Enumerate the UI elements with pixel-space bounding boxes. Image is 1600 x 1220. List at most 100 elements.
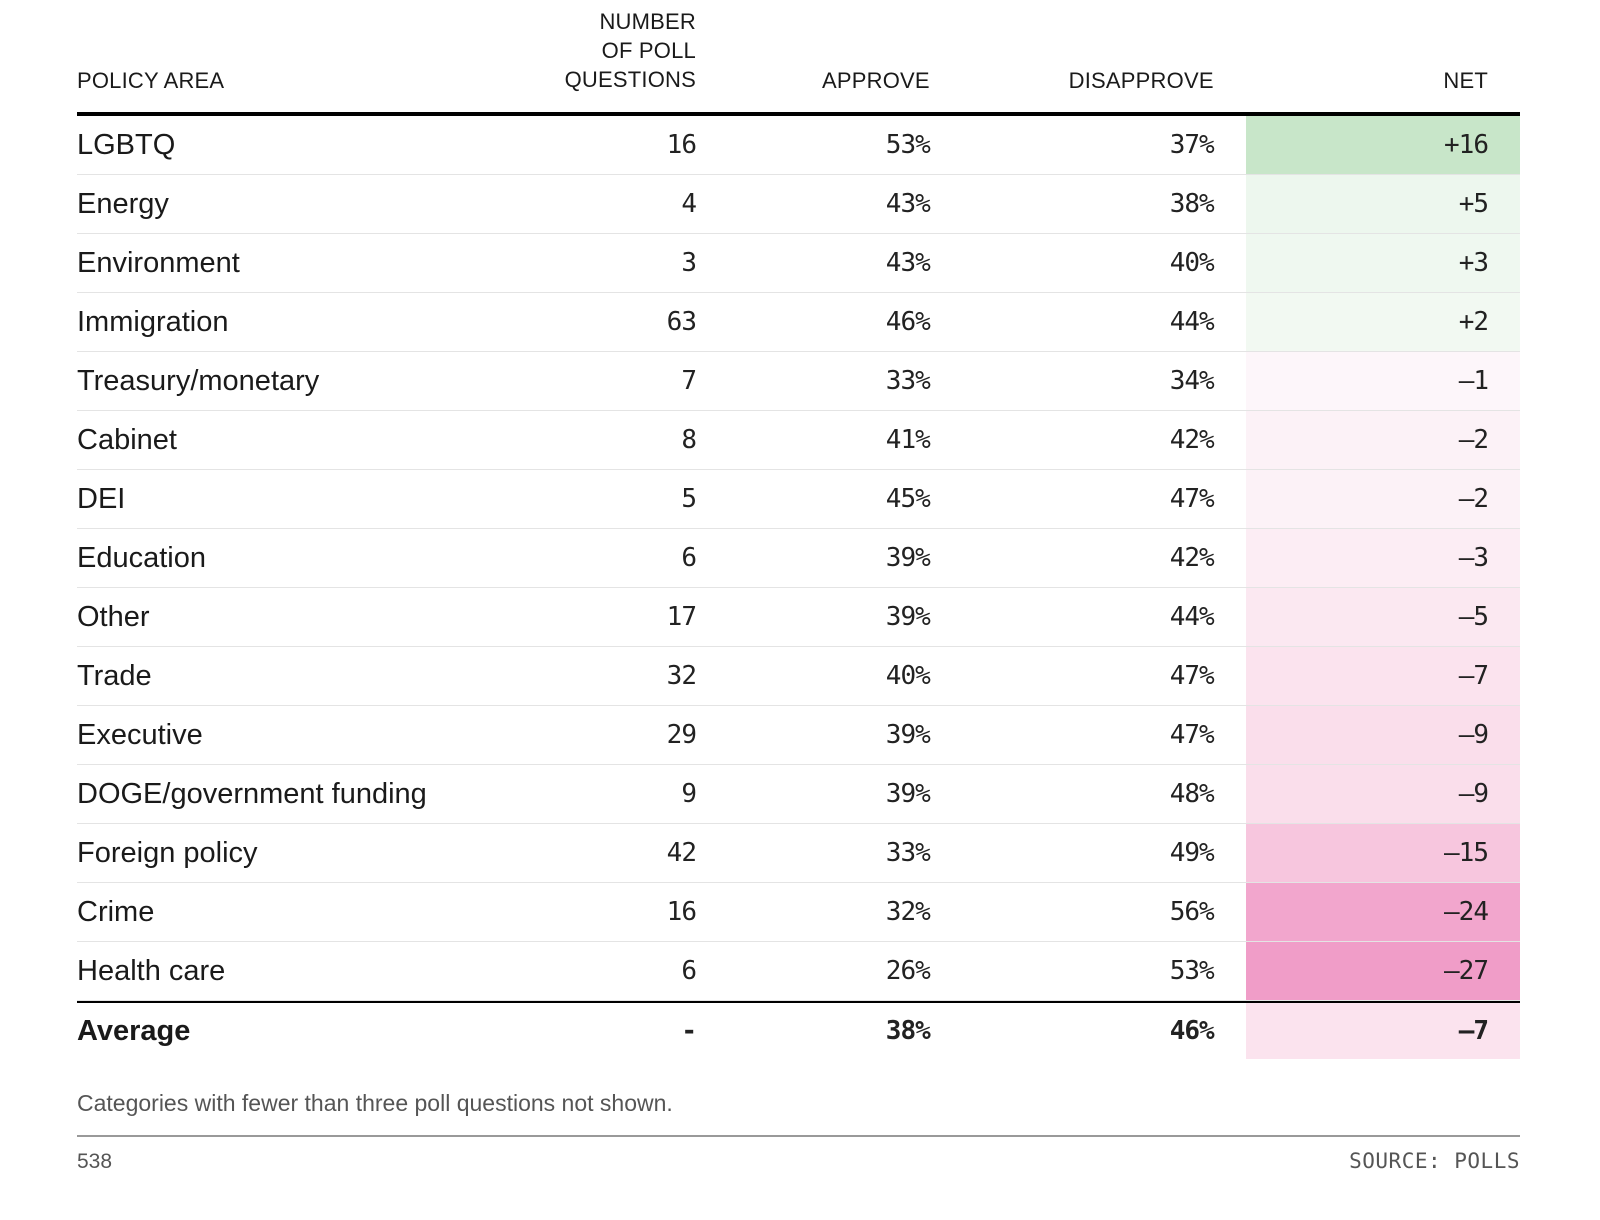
questions-cell-text: 9 <box>681 779 697 809</box>
approve-cell: 33% <box>696 838 931 868</box>
header-questions-line-2: OF POLL <box>601 38 696 63</box>
table-row: Immigration 63 46% 44% +2 <box>77 293 1520 352</box>
net-cell: –5 <box>1245 588 1520 646</box>
approve-cell-text: 32% <box>885 897 931 927</box>
approve-cell: 32% <box>696 897 931 927</box>
policy-area-cell-text: Crime <box>77 895 155 928</box>
approve-cell-text: 39% <box>885 779 931 809</box>
questions-cell: 3 <box>475 248 697 278</box>
net-cell-text: –7 <box>1458 661 1489 691</box>
approve-cell-text: 39% <box>885 720 931 750</box>
approve-cell: 38% <box>696 1016 931 1046</box>
policy-area-cell: Immigration <box>77 306 475 339</box>
questions-cell: 29 <box>475 720 697 750</box>
table-row: Treasury/monetary 7 33% 34% –1 <box>77 352 1520 411</box>
policy-area-cell-text: Health care <box>77 954 226 987</box>
questions-cell-text: 16 <box>666 130 697 160</box>
table-row: Cabinet 8 41% 42% –2 <box>77 411 1520 470</box>
policy-area-cell: Energy <box>77 188 475 221</box>
approve-cell-text: 41% <box>885 425 931 455</box>
net-cell-text: +2 <box>1458 307 1489 337</box>
disapprove-cell-text: 44% <box>1169 602 1215 632</box>
policy-area-cell: Education <box>77 542 475 575</box>
net-cell: –7 <box>1245 1003 1520 1059</box>
approve-cell-text: 40% <box>885 661 931 691</box>
policy-area-cell: Average <box>77 1015 475 1048</box>
policy-area-cell-text: Education <box>77 541 206 574</box>
approve-cell: 45% <box>696 484 931 514</box>
questions-cell: 42 <box>475 838 697 868</box>
approve-cell: 39% <box>696 602 931 632</box>
net-cell: –2 <box>1245 470 1520 528</box>
approve-cell: 39% <box>696 720 931 750</box>
disapprove-cell: 47% <box>930 484 1215 514</box>
net-cell: –2 <box>1245 411 1520 469</box>
net-cell-text: –1 <box>1458 366 1489 396</box>
policy-area-cell: DOGE/government funding <box>77 778 475 811</box>
header-number-of-poll-questions: NUMBER OF POLL QUESTIONS <box>475 7 696 94</box>
questions-cell-text: 6 <box>681 543 697 573</box>
net-cell-text: +5 <box>1458 189 1489 219</box>
approve-cell: 39% <box>696 543 931 573</box>
approve-cell-text: 53% <box>885 130 931 160</box>
approve-cell: 46% <box>696 307 931 337</box>
questions-cell: 4 <box>475 189 697 219</box>
policy-area-cell: Environment <box>77 247 475 280</box>
disapprove-cell-text: 44% <box>1169 307 1215 337</box>
questions-cell-text: 17 <box>666 602 697 632</box>
net-cell-text: –9 <box>1458 779 1489 809</box>
disapprove-cell-text: 47% <box>1169 484 1215 514</box>
policy-area-cell: DEI <box>77 483 475 516</box>
approve-cell: 40% <box>696 661 931 691</box>
disapprove-cell-text: 49% <box>1169 838 1215 868</box>
disapprove-cell: 47% <box>930 661 1215 691</box>
disapprove-cell-text: 46% <box>1169 1016 1215 1046</box>
approve-cell-text: 45% <box>885 484 931 514</box>
questions-cell-text: 4 <box>681 189 697 219</box>
questions-cell: 17 <box>475 602 697 632</box>
disapprove-cell-text: 47% <box>1169 720 1215 750</box>
net-cell-text: –24 <box>1444 897 1489 927</box>
disapprove-cell: 46% <box>930 1016 1215 1046</box>
approve-cell: 43% <box>696 248 931 278</box>
questions-cell-text: 29 <box>666 720 697 750</box>
questions-cell: 6 <box>475 956 697 986</box>
net-cell-text: –2 <box>1458 425 1489 455</box>
policy-area-cell-text: Average <box>77 1014 191 1047</box>
policy-area-cell: Cabinet <box>77 424 475 457</box>
disapprove-cell-text: 34% <box>1169 366 1215 396</box>
questions-cell-text: 16 <box>666 897 697 927</box>
source-label: SOURCE: POLLS <box>1349 1149 1520 1173</box>
table-row: Environment 3 43% 40% +3 <box>77 234 1520 293</box>
average-row: Average - 38% 46% –7 <box>77 1001 1520 1059</box>
disapprove-cell: 40% <box>930 248 1215 278</box>
net-cell-text: –15 <box>1444 838 1489 868</box>
questions-cell-text: 32 <box>666 661 697 691</box>
policy-area-cell-text: Cabinet <box>77 423 177 456</box>
disapprove-cell-text: 53% <box>1169 956 1215 986</box>
policy-area-cell: Foreign policy <box>77 837 475 870</box>
policy-area-cell-text: LGBTQ <box>77 128 176 161</box>
policy-area-cell: Health care <box>77 955 475 988</box>
policy-area-cell: Treasury/monetary <box>77 365 475 398</box>
net-cell: +16 <box>1245 116 1520 174</box>
policy-area-cell-text: Trade <box>77 659 152 692</box>
disapprove-cell: 34% <box>930 366 1215 396</box>
questions-cell: 6 <box>475 543 697 573</box>
net-cell-text: +16 <box>1444 130 1489 160</box>
table-body: LGBTQ 16 53% 37% +16 Energy 4 43% 38% +5 Environme… <box>77 116 1520 1059</box>
approve-cell-text: 39% <box>885 602 931 632</box>
net-cell: –7 <box>1245 647 1520 705</box>
table-row: Foreign policy 42 33% 49% –15 <box>77 824 1520 883</box>
table-row: Other 17 39% 44% –5 <box>77 588 1520 647</box>
net-cell: –9 <box>1245 706 1520 764</box>
questions-cell: 32 <box>475 661 697 691</box>
table-row: Energy 4 43% 38% +5 <box>77 175 1520 234</box>
questions-cell-text: 63 <box>666 307 697 337</box>
questions-cell: 16 <box>475 897 697 927</box>
disapprove-cell: 37% <box>930 130 1215 160</box>
table-header: POLICY AREA NUMBER OF POLL QUESTIONS APP… <box>77 0 1520 116</box>
policy-table: POLICY AREA NUMBER OF POLL QUESTIONS APP… <box>77 0 1520 1059</box>
approve-cell-text: 43% <box>885 189 931 219</box>
net-cell: –15 <box>1245 824 1520 882</box>
